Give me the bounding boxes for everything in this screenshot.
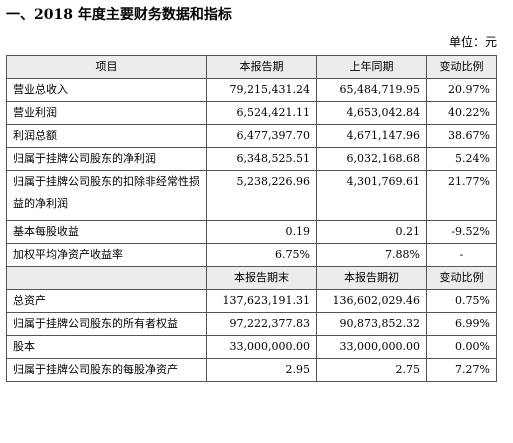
prior-value: 4,671,147.96 — [316, 124, 427, 148]
change-ratio: 38.67% — [426, 124, 497, 148]
row-label: 利润总额 — [6, 124, 207, 148]
period-start-value: 2.75 — [316, 358, 427, 382]
table-row: 归属于挂牌公司股东的所有者权益 97,222,377.83 90,873,852… — [6, 312, 497, 336]
table-row: 利润总额 6,477,397.70 4,671,147.96 38.67% — [6, 124, 497, 148]
header-period-end: 本报告期末 — [206, 266, 317, 290]
current-value: 6,348,525.51 — [206, 147, 317, 171]
current-value: 0.19 — [206, 220, 317, 244]
prior-value: 7.88% — [316, 243, 427, 267]
row-label: 归属于挂牌公司股东的每股净资产 — [6, 358, 207, 382]
period-start-value: 136,602,029.46 — [316, 289, 427, 313]
period-end-value: 33,000,000.00 — [206, 335, 317, 359]
table-row: 归属于挂牌公司股东的扣除非经常性损益的净利润 5,238,226.96 4,30… — [6, 170, 497, 221]
header-item: 项目 — [6, 55, 207, 79]
change-ratio: 20.97% — [426, 78, 497, 102]
table-subheader-row: 本报告期末 本报告期初 变动比例 — [6, 266, 497, 290]
financial-data-table: 项目 本报告期 上年同期 变动比例 营业总收入 79,215,431.24 65… — [6, 55, 497, 382]
change-ratio: -9.52% — [426, 220, 497, 244]
section-heading: 一、2018 年度主要财务数据和指标 — [6, 7, 232, 23]
header-period-start: 本报告期初 — [316, 266, 427, 290]
table-row: 归属于挂牌公司股东的净利润 6,348,525.51 6,032,168.68 … — [6, 147, 497, 171]
current-value: 6.75% — [206, 243, 317, 267]
period-end-value: 2.95 — [206, 358, 317, 382]
change-ratio: 21.77% — [426, 170, 497, 221]
row-label: 归属于挂牌公司股东的所有者权益 — [6, 312, 207, 336]
table-row: 营业总收入 79,215,431.24 65,484,719.95 20.97% — [6, 78, 497, 102]
row-label: 归属于挂牌公司股东的净利润 — [6, 147, 207, 171]
table-row: 加权平均净资产收益率 6.75% 7.88% - — [6, 243, 497, 267]
prior-value: 65,484,719.95 — [316, 78, 427, 102]
period-end-value: 137,623,191.31 — [206, 289, 317, 313]
change-ratio: 40.22% — [426, 101, 497, 125]
header-change-ratio: 变动比例 — [426, 55, 497, 79]
change-ratio: 6.99% — [426, 312, 497, 336]
table-row: 归属于挂牌公司股东的每股净资产 2.95 2.75 7.27% — [6, 358, 497, 382]
current-value: 5,238,226.96 — [206, 170, 317, 221]
header-blank — [6, 266, 207, 290]
prior-value: 6,032,168.68 — [316, 147, 427, 171]
change-ratio: - — [426, 243, 497, 267]
period-start-value: 90,873,852.32 — [316, 312, 427, 336]
current-value: 79,215,431.24 — [206, 78, 317, 102]
header-change-ratio: 变动比例 — [426, 266, 497, 290]
row-label: 营业利润 — [6, 101, 207, 125]
row-label: 营业总收入 — [6, 78, 207, 102]
header-current-period: 本报告期 — [206, 55, 317, 79]
row-label: 股本 — [6, 335, 207, 359]
change-ratio: 0.00% — [426, 335, 497, 359]
current-value: 6,477,397.70 — [206, 124, 317, 148]
row-label: 基本每股收益 — [6, 220, 207, 244]
prior-value: 4,301,769.61 — [316, 170, 427, 221]
change-ratio: 7.27% — [426, 358, 497, 382]
current-value: 6,524,421.11 — [206, 101, 317, 125]
prior-value: 4,653,042.84 — [316, 101, 427, 125]
row-label: 加权平均净资产收益率 — [6, 243, 207, 267]
table-row: 总资产 137,623,191.31 136,602,029.46 0.75% — [6, 289, 497, 313]
change-ratio: 5.24% — [426, 147, 497, 171]
period-start-value: 33,000,000.00 — [316, 335, 427, 359]
period-end-value: 97,222,377.83 — [206, 312, 317, 336]
table-header-row: 项目 本报告期 上年同期 变动比例 — [6, 55, 497, 79]
prior-value: 0.21 — [316, 220, 427, 244]
header-prior-period: 上年同期 — [316, 55, 427, 79]
table-row: 股本 33,000,000.00 33,000,000.00 0.00% — [6, 335, 497, 359]
table-row: 基本每股收益 0.19 0.21 -9.52% — [6, 220, 497, 244]
table-row: 营业利润 6,524,421.11 4,653,042.84 40.22% — [6, 101, 497, 125]
change-ratio: 0.75% — [426, 289, 497, 313]
row-label: 归属于挂牌公司股东的扣除非经常性损益的净利润 — [6, 170, 207, 221]
row-label: 总资产 — [6, 289, 207, 313]
unit-label: 单位：元 — [448, 35, 497, 49]
